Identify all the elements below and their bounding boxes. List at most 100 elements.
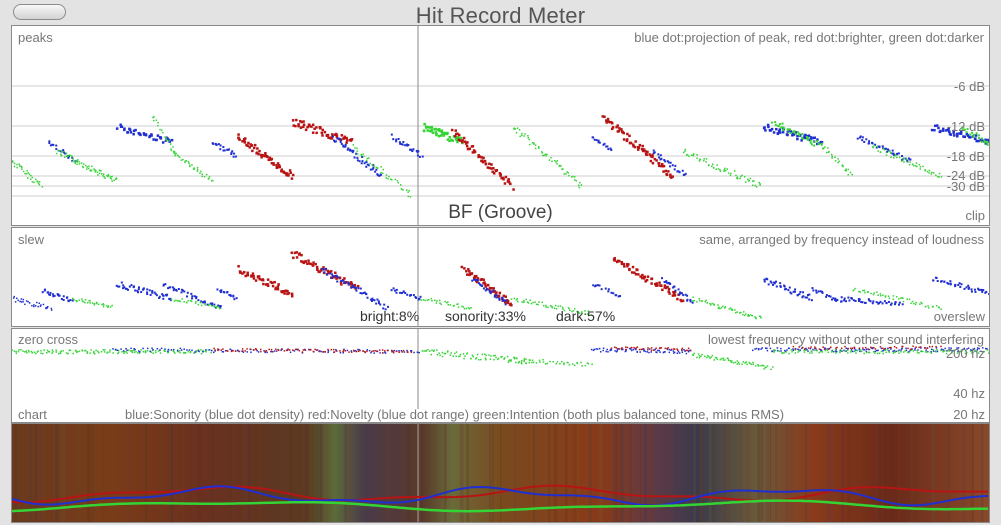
plot-dot [623, 265, 626, 268]
plot-dot [865, 350, 868, 353]
plot-dot [435, 133, 438, 137]
plot-dot [879, 300, 882, 303]
plot-dot [377, 300, 380, 303]
plot-dot [664, 169, 668, 173]
plot-dot [322, 268, 325, 271]
plot-dot [810, 350, 813, 352]
plot-dot [852, 289, 855, 292]
plot-dot [974, 349, 976, 352]
plot-dot [788, 128, 791, 131]
plot-dot [500, 176, 503, 180]
plot-dot [176, 350, 179, 352]
plot-dot [619, 295, 622, 298]
chart-band [466, 424, 470, 522]
plot-dot [654, 348, 656, 351]
plot-dot [502, 177, 505, 181]
plot-dot [481, 159, 484, 163]
chart-band [170, 424, 173, 522]
chart-band [418, 424, 421, 522]
plot-dot [443, 352, 446, 355]
overslew-label: overslew [933, 309, 985, 324]
chart-band [918, 424, 922, 522]
plot-dot [173, 300, 176, 302]
plot-dot [483, 281, 486, 284]
plot-dot [924, 306, 927, 308]
plot-dot [488, 289, 491, 292]
plot-dot [798, 134, 801, 137]
plot-dot [230, 349, 233, 351]
plot-dot [970, 349, 972, 351]
plot-dot [348, 148, 351, 151]
plot-dot [365, 165, 368, 168]
plot-dot [734, 311, 737, 314]
plot-dot [167, 351, 169, 354]
chart-band [17, 424, 19, 522]
plot-dot [356, 159, 359, 162]
plot-dot [210, 349, 213, 352]
plot-dot [960, 349, 962, 352]
plot-dot [682, 151, 685, 154]
window-control-pill[interactable] [13, 4, 66, 20]
plot-dot [229, 348, 231, 350]
plot-dot [663, 284, 667, 287]
plot-dot [455, 351, 458, 353]
plot-dot [867, 348, 870, 350]
plot-dot [655, 282, 658, 285]
plot-dot [533, 143, 535, 145]
plot-dot [597, 141, 600, 144]
plot-dot [344, 145, 347, 148]
plot-dot [208, 304, 210, 306]
chart-band [68, 424, 71, 522]
plot-dot [784, 349, 786, 352]
plot-dot [642, 277, 646, 280]
plot-dot [214, 349, 216, 351]
plot-dot [295, 348, 298, 351]
plot-dot [791, 134, 794, 137]
plot-dot [493, 358, 495, 361]
plot-dot [20, 165, 23, 168]
plot-dot [652, 149, 655, 152]
plot-dot [555, 362, 557, 365]
plot-dot [528, 361, 531, 364]
plot-dot [15, 297, 18, 300]
plot-dot [760, 317, 762, 319]
plot-dot [95, 302, 98, 305]
plot-dot [360, 153, 363, 156]
plot-dot [669, 173, 672, 177]
plot-dot [965, 132, 969, 136]
plot-dot [650, 347, 653, 349]
plot-dot [810, 143, 813, 146]
plot-dot [333, 351, 336, 353]
plot-dot [792, 131, 795, 134]
plot-dot [529, 299, 531, 302]
plot-dot [673, 168, 676, 171]
plot-dot [660, 163, 664, 166]
plot-dot [155, 351, 157, 354]
plot-dot [392, 287, 395, 290]
plot-dot [645, 278, 649, 282]
plot-dot [737, 361, 740, 364]
plot-dot [164, 350, 167, 352]
plot-dot [436, 349, 438, 351]
plot-dot [474, 358, 477, 360]
plot-dot [459, 355, 461, 358]
plot-dot [874, 352, 876, 355]
plot-dot [935, 124, 939, 127]
plot-dot [288, 169, 292, 172]
plot-dot [715, 168, 717, 170]
plot-dot [438, 129, 441, 133]
plot-dot [559, 362, 561, 365]
plot-dot [794, 132, 797, 135]
plot-dot [173, 348, 175, 351]
plot-dot [869, 300, 872, 303]
plot-dot [667, 170, 670, 173]
chart-line [12, 484, 989, 504]
plot-dot [29, 178, 32, 180]
plot-dot [146, 288, 149, 291]
chart-band [348, 424, 351, 522]
plot-dot [910, 348, 912, 350]
plot-dot [13, 295, 16, 298]
plot-dot [329, 272, 332, 275]
plot-dot [773, 349, 775, 351]
plot-dot [173, 287, 176, 290]
